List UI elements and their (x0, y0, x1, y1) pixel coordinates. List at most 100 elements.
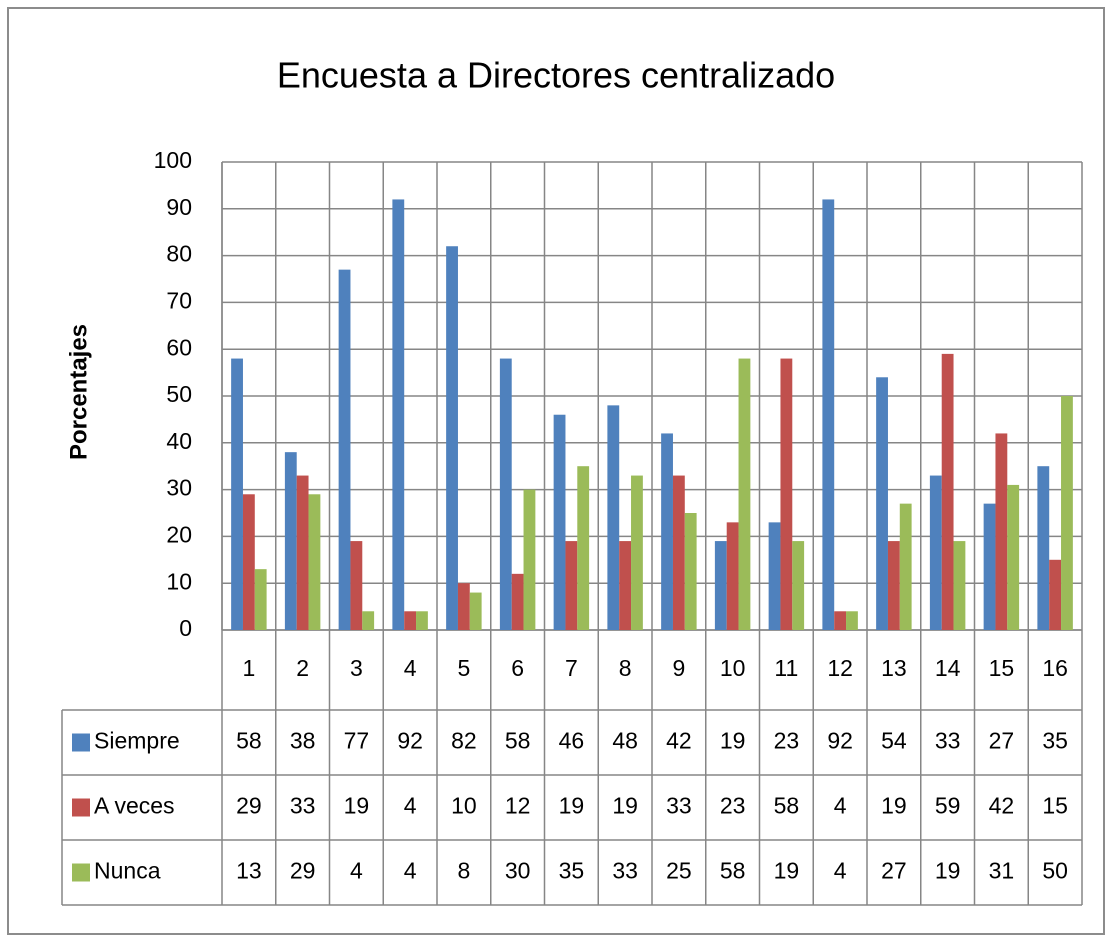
y-tick-label: 20 (166, 521, 192, 547)
table-value: 35 (559, 858, 585, 884)
table-value: 29 (290, 858, 316, 884)
table-value: 46 (559, 728, 585, 754)
y-tick-label: 60 (166, 334, 192, 360)
bar (661, 433, 673, 630)
y-tick-label: 100 (154, 147, 192, 173)
table-value: 33 (935, 728, 961, 754)
legend-swatch (72, 863, 90, 882)
bar (511, 573, 524, 630)
bar (350, 541, 363, 630)
table-value: 58 (505, 728, 531, 754)
table-value: 19 (720, 728, 746, 754)
bar (834, 611, 847, 630)
bar (631, 475, 643, 630)
x-tick-label: 15 (989, 655, 1015, 681)
table-value: 92 (827, 728, 853, 754)
legend-swatch (72, 798, 90, 817)
x-tick-label: 5 (457, 655, 470, 681)
table-value: 48 (612, 728, 638, 754)
table-value: 33 (612, 858, 638, 884)
x-tick-label: 10 (720, 655, 746, 681)
table-value: 59 (935, 793, 961, 819)
table-value: 54 (881, 728, 907, 754)
table-value: 27 (881, 858, 907, 884)
table-value: 4 (350, 858, 363, 884)
bar (457, 583, 470, 630)
bar (792, 541, 805, 630)
y-tick-label: 90 (166, 194, 192, 220)
table-value: 58 (720, 858, 746, 884)
bar (404, 611, 417, 630)
y-tick-label: 10 (166, 568, 192, 594)
table-value: 29 (236, 793, 262, 819)
bar (284, 452, 297, 630)
table-value: 33 (290, 793, 316, 819)
table-value: 12 (505, 793, 531, 819)
table-value: 77 (344, 728, 370, 754)
bar (995, 433, 1008, 630)
bar (296, 475, 309, 630)
bar (780, 358, 793, 630)
bar (254, 569, 267, 630)
bar (577, 466, 590, 630)
bar (362, 611, 375, 630)
x-tick-label: 3 (350, 655, 363, 681)
bar (308, 494, 321, 630)
table-value: 58 (236, 728, 262, 754)
x-tick-label: 8 (619, 655, 632, 681)
table-value: 19 (774, 858, 800, 884)
table-value: 23 (774, 728, 800, 754)
bar (565, 541, 578, 630)
table-value: 33 (666, 793, 692, 819)
bar (929, 475, 942, 630)
bar (338, 269, 351, 630)
x-tick-label: 9 (672, 655, 685, 681)
bar (768, 522, 781, 630)
bar (231, 358, 243, 630)
legend-label: Nunca (94, 858, 161, 884)
bar (523, 489, 536, 630)
bar (1049, 559, 1062, 630)
table-value: 19 (881, 793, 907, 819)
bar (714, 541, 727, 630)
bar (1037, 466, 1050, 630)
x-tick-label: 14 (935, 655, 961, 681)
bar (953, 541, 966, 630)
bar (684, 513, 697, 630)
x-tick-label: 6 (511, 655, 524, 681)
bar (469, 592, 482, 630)
x-tick-label: 16 (1042, 655, 1068, 681)
chart-title: Encuesta a Directores centralizado (277, 55, 835, 96)
bar (983, 503, 996, 630)
table-value: 82 (451, 728, 477, 754)
bar (726, 522, 739, 630)
y-tick-label: 70 (166, 287, 192, 313)
bar (242, 494, 255, 630)
x-tick-label: 2 (296, 655, 309, 681)
bar (672, 475, 685, 630)
table-value: 19 (559, 793, 585, 819)
x-tick-label: 4 (404, 655, 417, 681)
bar (619, 541, 632, 630)
table-value: 4 (404, 858, 417, 884)
bar (876, 377, 888, 630)
y-tick-label: 50 (166, 381, 192, 407)
table-value: 19 (612, 793, 638, 819)
bar (499, 358, 512, 630)
y-tick-label: 30 (166, 475, 192, 501)
table-value: 4 (404, 793, 417, 819)
legend-label: A veces (94, 793, 175, 819)
table-value: 15 (1042, 793, 1068, 819)
table-value: 42 (666, 728, 692, 754)
table-value: 10 (451, 793, 477, 819)
table-value: 31 (989, 858, 1015, 884)
bar (899, 503, 912, 630)
bar (446, 246, 458, 631)
bar (822, 199, 835, 630)
bar (1007, 484, 1020, 630)
table-value: 8 (457, 858, 470, 884)
table-value: 50 (1042, 858, 1068, 884)
table-value: 25 (666, 858, 692, 884)
bar (416, 611, 428, 630)
x-tick-label: 12 (827, 655, 853, 681)
